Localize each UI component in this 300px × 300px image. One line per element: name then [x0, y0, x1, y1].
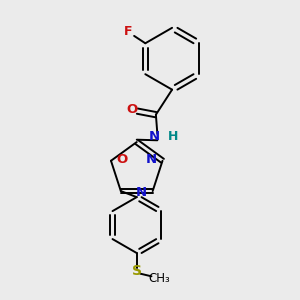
Text: N: N — [136, 186, 147, 199]
Text: CH₃: CH₃ — [148, 272, 170, 285]
Text: N: N — [146, 153, 157, 166]
Text: S: S — [132, 264, 142, 278]
Text: F: F — [123, 25, 132, 38]
Text: O: O — [127, 103, 138, 116]
Text: O: O — [117, 153, 128, 166]
Text: N: N — [149, 130, 160, 143]
Text: H: H — [168, 130, 179, 143]
